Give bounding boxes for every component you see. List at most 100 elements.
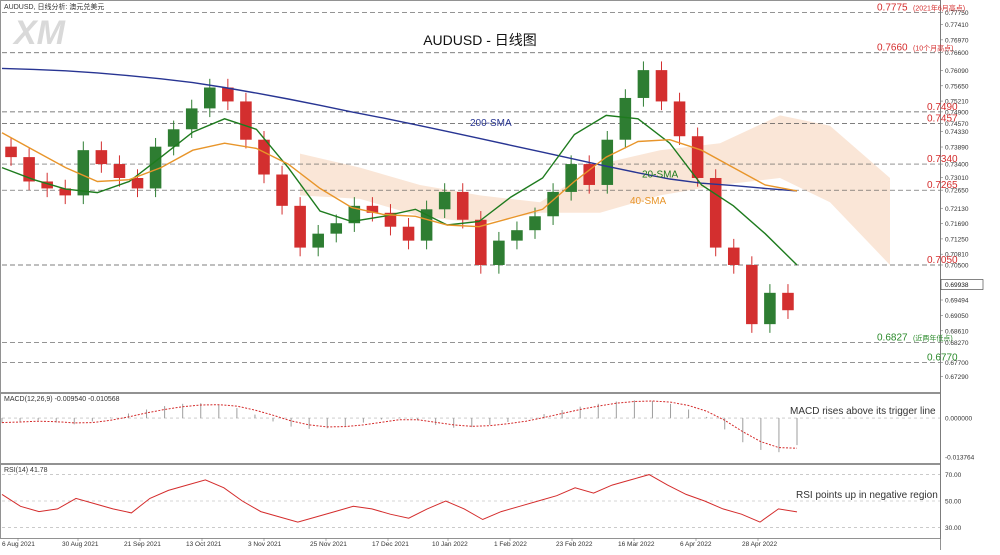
level-note: (近两年低点) (913, 334, 953, 343)
ma-line-40-sma (1, 132, 798, 228)
candle-body (23, 157, 35, 182)
level-label: 0.6827 (877, 333, 908, 344)
candle-body (511, 230, 523, 241)
y-tick-label: 0.68610 (945, 328, 969, 335)
xm-logo: XM (12, 14, 66, 52)
candle-body (77, 150, 90, 196)
candle-body (258, 139, 270, 175)
candle-body (240, 101, 252, 140)
macd-y-tick-label: 0.000000 (945, 416, 972, 423)
candle-body (402, 226, 415, 241)
chart-title: AUDUSD - 日线图 (423, 32, 537, 48)
y-tick-label: 0.70810 (945, 252, 969, 259)
macd-annotation: MACD rises above its trigger line (790, 406, 936, 417)
x-tick-label: 16 Mar 2022 (618, 541, 655, 548)
y-tick-label: 0.74330 (945, 129, 969, 136)
y-tick-label: 0.72650 (945, 188, 969, 195)
rsi-y-tick-label: 30.00 (945, 525, 962, 532)
candle-body (95, 150, 108, 165)
candle-body (312, 233, 324, 248)
y-tick-label: 0.77410 (945, 22, 969, 29)
candle-body (583, 164, 595, 185)
level-label: 0.7050 (927, 255, 958, 266)
candle-body (782, 292, 794, 311)
panel-frame (0, 393, 941, 464)
candle-body (727, 247, 740, 265)
level-label: 0.7265 (927, 180, 958, 191)
candle-body (673, 101, 686, 137)
rsi-annotation: RSI points up in negative region (796, 490, 938, 501)
y-tick-label: 0.73400 (945, 162, 969, 169)
candle-body (384, 212, 397, 227)
ma-line-200-sma (1, 67, 798, 192)
rsi-y-tick-label: 70.00 (945, 472, 962, 479)
candle-body (222, 87, 234, 102)
rsi-line (1, 474, 798, 523)
macd-signal-line (1, 400, 798, 449)
x-tick-label: 21 Sep 2021 (124, 541, 161, 548)
candle-body (41, 181, 53, 189)
symbol-header: AUDUSD, 日线分析: 澳元兑美元 (4, 2, 104, 11)
y-tick-label: 0.67290 (945, 374, 969, 381)
candle-body (5, 146, 17, 158)
candle-body (746, 264, 758, 325)
candle-body (131, 177, 144, 189)
y-tick-label: 0.70500 (945, 262, 969, 269)
level-label: 0.7775 (877, 3, 908, 14)
level-label: 0.6770 (927, 352, 958, 363)
candle-body (493, 240, 505, 265)
price-box (940, 279, 984, 290)
y-tick-label: 0.71250 (945, 236, 969, 243)
x-tick-label: 3 Nov 2021 (248, 541, 282, 548)
candle-body (691, 136, 704, 178)
level-label: 0.7340 (927, 154, 958, 165)
candle-body (529, 216, 541, 231)
ma-label-200-sma: 200-SMA (470, 118, 512, 129)
y-tick-label: 0.76970 (945, 37, 969, 44)
macd-header: MACD(12,26,9) -0.009540 -0.010568 (4, 396, 120, 403)
candle-body (59, 188, 72, 196)
y-tick-label: 0.69050 (945, 313, 969, 320)
ma-label-20-sma: 20-SMA (642, 169, 678, 180)
candle-body (547, 191, 559, 217)
candle-body (637, 70, 650, 98)
candle-body (330, 223, 343, 234)
x-tick-label: 23 Feb 2022 (556, 541, 593, 548)
x-tick-label: 30 Aug 2021 (62, 541, 99, 548)
y-tick-label: 0.73890 (945, 145, 969, 152)
candle-body (366, 205, 379, 213)
candle-body (655, 70, 668, 102)
candle-body (619, 97, 632, 140)
candle-body (764, 292, 776, 325)
x-tick-label: 28 Apr 2022 (742, 541, 777, 548)
candle-body (420, 209, 433, 241)
macd-y-tick-label: -0.013764 (945, 455, 975, 462)
candle-body (276, 174, 288, 206)
y-tick-label: 0.69494 (945, 297, 969, 304)
price-box-label: 0.69938 (945, 282, 969, 289)
level-label: 0.7490 (927, 102, 958, 113)
level-label: 0.7660 (877, 43, 908, 54)
candle-body (185, 108, 198, 130)
x-tick-label: 10 Jan 2022 (432, 541, 468, 548)
y-tick-label: 0.73010 (945, 175, 969, 182)
y-tick-label: 0.75210 (945, 99, 969, 106)
y-tick-label: 0.74900 (945, 109, 969, 116)
candle-body (438, 191, 451, 210)
rsi-header: RSI(14) 41.78 (4, 467, 48, 474)
x-tick-label: 25 Nov 2021 (310, 541, 347, 548)
level-note: (2021年6月高点) (913, 4, 965, 13)
candle-body (204, 87, 216, 109)
candle-body (456, 191, 469, 220)
candle-body (113, 164, 126, 178)
candle-body (565, 164, 577, 192)
level-note: (10个月高点) (913, 44, 953, 53)
y-tick-label: 0.72130 (945, 206, 969, 213)
x-tick-label: 17 Dec 2021 (372, 541, 409, 548)
candle-body (294, 205, 306, 248)
y-tick-label: 0.67700 (945, 360, 969, 367)
ma-label-40-sma: 40-SMA (630, 196, 666, 207)
candle-body (167, 129, 180, 147)
x-tick-label: 6 Apr 2022 (680, 541, 712, 548)
